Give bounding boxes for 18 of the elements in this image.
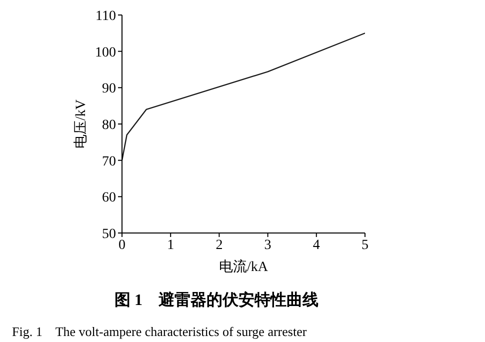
x-tick-label: 3 xyxy=(264,238,272,253)
line-series xyxy=(122,32,365,161)
y-tick-label: 60 xyxy=(102,190,116,206)
text: Fig. 1 The volt-ampere characteristics of surge arrester xyxy=(11,323,308,341)
x-tick-label: 2 xyxy=(216,238,223,253)
x-tick-label: 4 xyxy=(312,238,320,253)
text: 图 1 避雷器的伏安特性曲线 xyxy=(114,290,320,311)
y-tick-label: 100 xyxy=(95,45,116,60)
y-tick-label: 50 xyxy=(102,226,116,242)
x-tick-label: 5 xyxy=(362,238,368,253)
x-axis-title: 电流/kA xyxy=(219,259,269,275)
x-tick-label: 0 xyxy=(118,238,126,253)
x-tick-label: 1 xyxy=(167,238,174,253)
y-tick-label: 80 xyxy=(102,118,116,133)
y-axis-title: 电压/kV xyxy=(72,100,89,148)
y-tick-label: 110 xyxy=(96,8,116,24)
y-tick-label: 70 xyxy=(102,154,116,170)
y-tick-label: 90 xyxy=(102,82,116,97)
